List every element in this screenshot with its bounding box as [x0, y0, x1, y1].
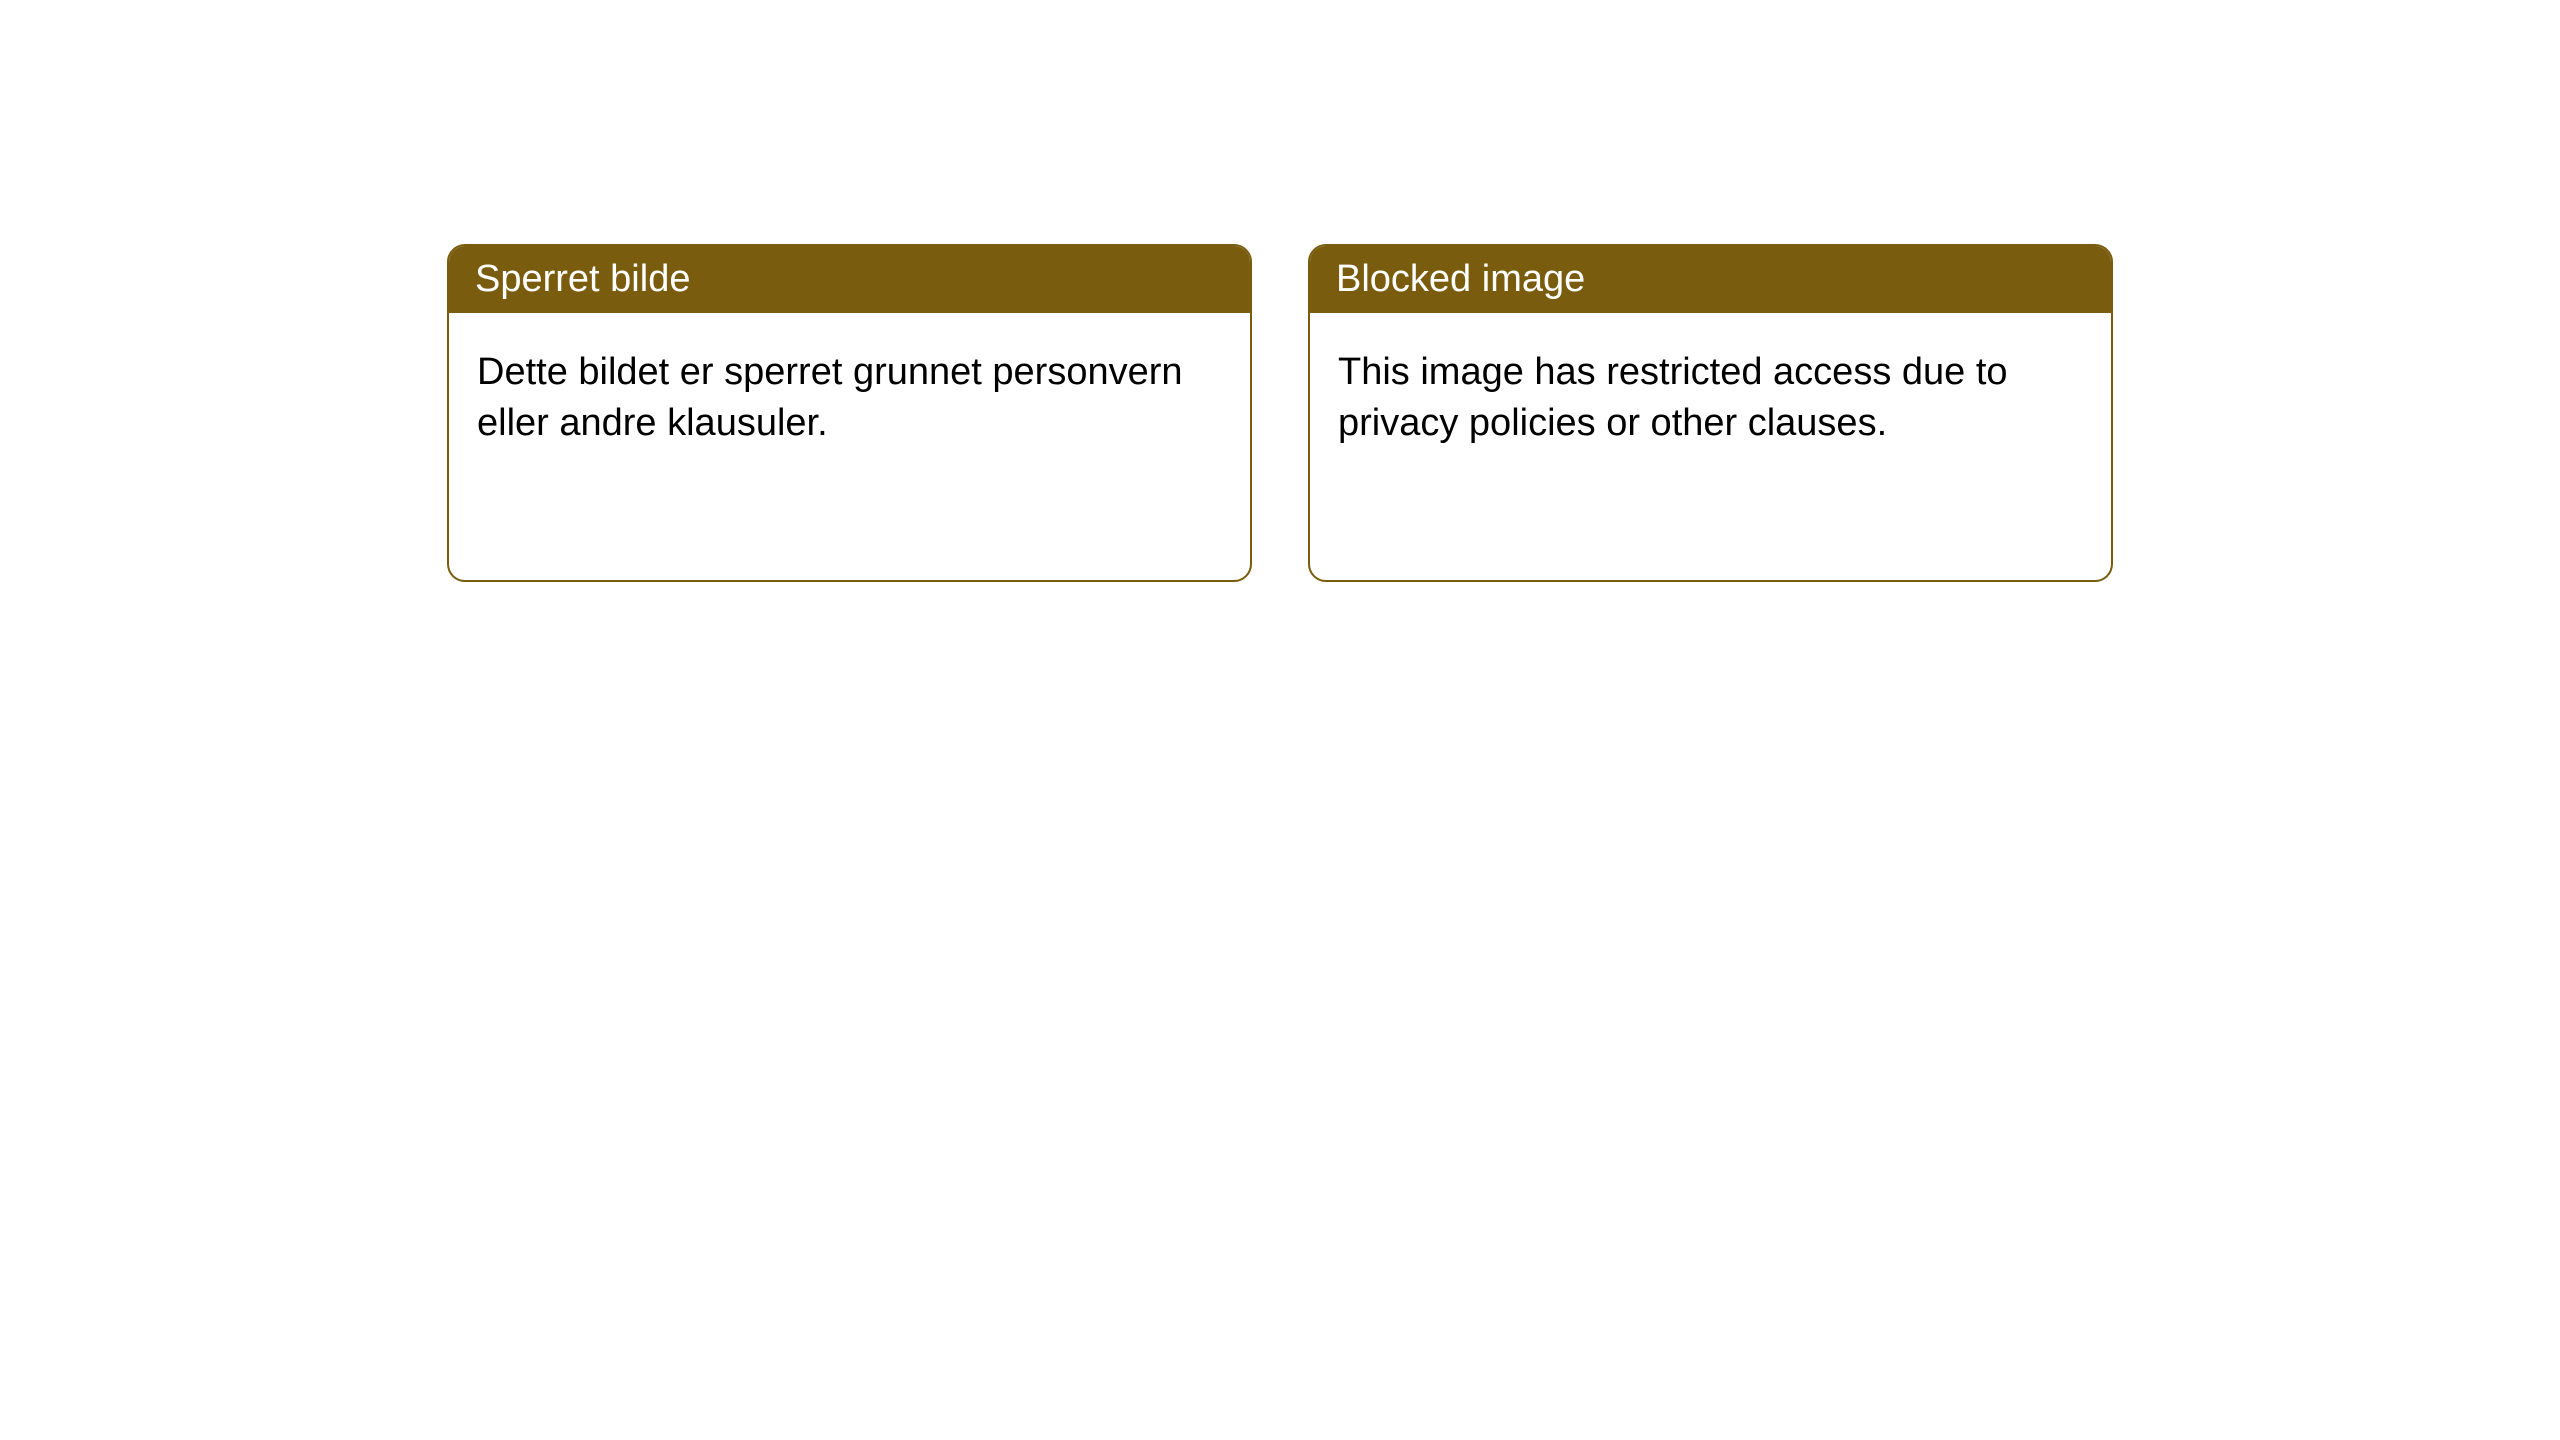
card-body-norwegian: Dette bildet er sperret grunnet personve…: [449, 313, 1250, 484]
card-header-english: Blocked image: [1310, 246, 2111, 313]
card-header-norwegian: Sperret bilde: [449, 246, 1250, 313]
notice-card-english: Blocked image This image has restricted …: [1308, 244, 2113, 582]
notice-card-norwegian: Sperret bilde Dette bildet er sperret gr…: [447, 244, 1252, 582]
notice-cards-container: Sperret bilde Dette bildet er sperret gr…: [0, 0, 2560, 582]
card-body-english: This image has restricted access due to …: [1310, 313, 2111, 484]
